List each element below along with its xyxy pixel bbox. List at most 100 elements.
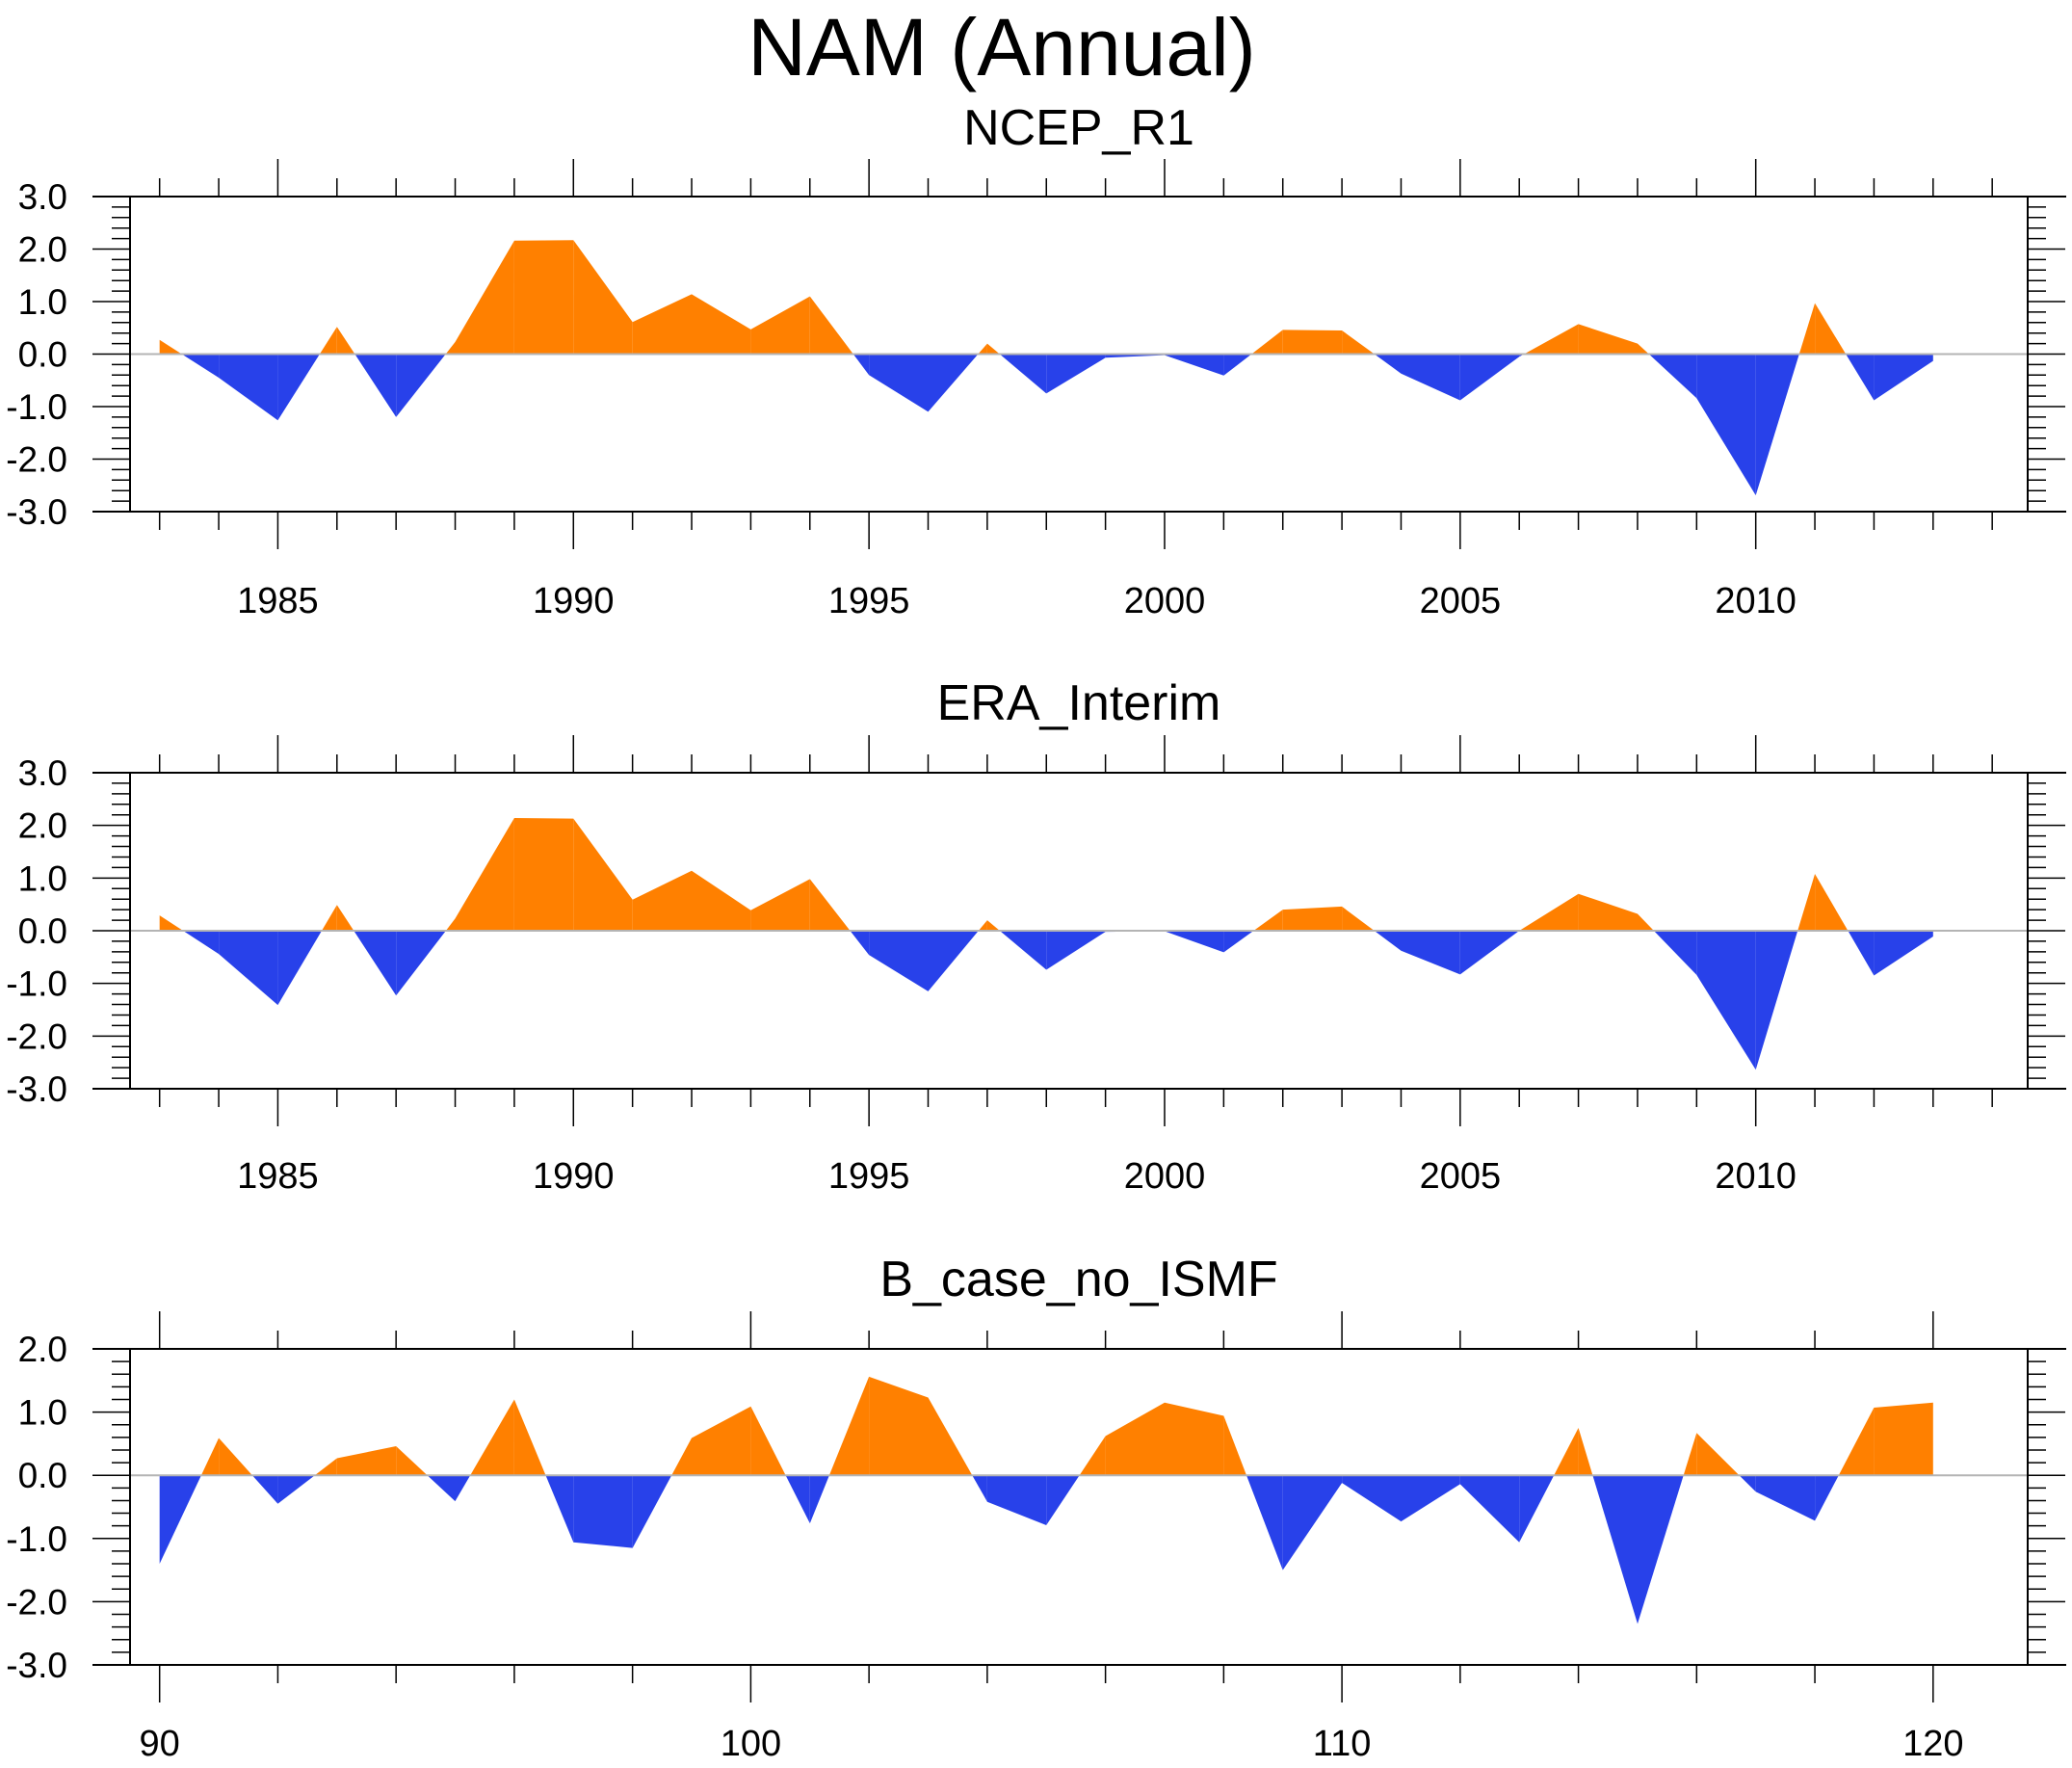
y-tick-label: 2.0	[18, 1330, 67, 1369]
positive-area	[1342, 907, 1375, 931]
negative-area	[929, 355, 979, 412]
positive-area	[1283, 907, 1342, 931]
negative-area	[869, 355, 928, 412]
positive-area	[987, 344, 1000, 355]
negative-area	[1654, 931, 1696, 975]
y-tick-label: -1.0	[6, 964, 67, 1004]
negative-area	[1460, 355, 1519, 401]
x-tick-label: 2005	[1420, 581, 1502, 621]
negative-area	[1874, 931, 1932, 976]
negative-area	[219, 355, 277, 421]
y-tick-label: -3.0	[6, 492, 67, 532]
positive-area	[1342, 330, 1375, 355]
y-tick-label: 3.0	[18, 753, 67, 793]
x-tick-label: 1995	[828, 581, 910, 621]
positive-area	[633, 871, 692, 931]
negative-area	[1246, 1475, 1283, 1570]
positive-area	[929, 1398, 973, 1476]
negative-area	[573, 1475, 632, 1547]
negative-area	[182, 355, 219, 379]
figure-title: NAM (Annual)	[747, 2, 1256, 92]
positive-area	[1684, 1433, 1697, 1475]
negative-area	[1000, 931, 1046, 970]
negative-area	[1046, 1475, 1079, 1525]
x-tick-label: 2000	[1124, 1156, 1206, 1197]
plot-border	[130, 1349, 2028, 1665]
positive-area	[979, 920, 987, 931]
positive-area	[829, 1377, 869, 1475]
positive-area	[978, 344, 987, 355]
negative-area	[1638, 1475, 1684, 1623]
positive-area	[1874, 1403, 1932, 1475]
negative-area	[1740, 1475, 1756, 1491]
negative-area	[1460, 931, 1519, 974]
y-tick-label: 0.0	[18, 911, 67, 951]
positive-area	[322, 905, 337, 931]
panel-title: NCEP_R1	[963, 100, 1194, 156]
y-tick-label: 1.0	[18, 858, 67, 898]
positive-area	[1080, 1437, 1106, 1476]
positive-area	[1799, 303, 1815, 355]
negative-area	[1165, 931, 1223, 952]
negative-area	[633, 1475, 672, 1547]
positive-area	[514, 1400, 546, 1476]
positive-area	[456, 241, 514, 355]
y-tick-label: 3.0	[18, 177, 67, 217]
negative-area	[1649, 355, 1697, 399]
negative-area	[1846, 355, 1874, 401]
panel-title: B_case_no_ISMF	[879, 1252, 1277, 1307]
positive-area	[219, 1438, 252, 1476]
negative-area	[1756, 355, 1799, 496]
negative-area	[1223, 931, 1253, 952]
negative-area	[428, 1475, 456, 1501]
positive-area	[1223, 1416, 1246, 1476]
y-tick-label: -1.0	[6, 1519, 67, 1559]
positive-area	[1579, 1428, 1593, 1475]
negative-area	[1402, 1475, 1460, 1521]
positive-area	[1638, 344, 1649, 355]
positive-area	[692, 294, 750, 354]
positive-area	[160, 340, 182, 355]
positive-area	[1815, 874, 1848, 931]
negative-area	[396, 355, 446, 417]
positive-area	[320, 327, 337, 354]
negative-area	[853, 355, 869, 376]
y-tick-label: -3.0	[6, 1646, 67, 1685]
x-tick-label: 1985	[237, 1156, 319, 1197]
positive-area	[446, 342, 456, 355]
positive-area	[1815, 303, 1846, 355]
y-tick-label: -2.0	[6, 1016, 67, 1056]
positive-area	[456, 818, 514, 931]
positive-area	[1106, 1403, 1165, 1475]
negative-area	[1696, 931, 1755, 1069]
negative-area	[869, 931, 928, 991]
negative-area	[1696, 355, 1755, 496]
positive-area	[671, 1438, 692, 1476]
negative-area	[1756, 931, 1798, 1069]
x-tick-label: 2010	[1715, 581, 1797, 621]
panel-title: ERA_Interim	[937, 675, 1221, 731]
positive-area	[750, 1407, 785, 1476]
x-tick-label: 1990	[533, 1156, 615, 1197]
y-tick-label: -3.0	[6, 1069, 67, 1109]
negative-area	[929, 931, 979, 991]
negative-area	[1046, 355, 1105, 394]
negative-area	[1815, 1475, 1839, 1520]
x-tick-label: 100	[721, 1724, 781, 1763]
y-tick-label: 2.0	[18, 230, 67, 270]
positive-area	[1554, 1428, 1578, 1475]
x-tick-label: 1995	[828, 1156, 910, 1197]
negative-area	[160, 1475, 201, 1564]
x-tick-label: 110	[1313, 1724, 1372, 1763]
negative-area	[1756, 1475, 1815, 1520]
negative-area	[1046, 931, 1105, 970]
negative-area	[1519, 1475, 1554, 1543]
positive-area	[446, 918, 456, 931]
positive-area	[692, 871, 750, 931]
x-tick-label: 1990	[533, 581, 615, 621]
positive-area	[1165, 1403, 1223, 1475]
positive-area	[810, 879, 851, 931]
positive-area	[514, 818, 573, 931]
